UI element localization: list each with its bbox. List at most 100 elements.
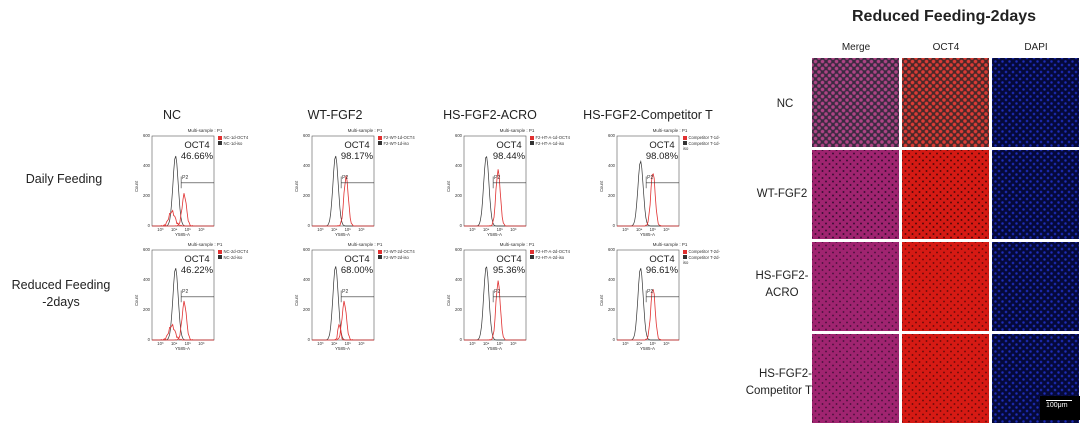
y-tick-label: 600 — [143, 133, 150, 138]
histogram-plot — [616, 135, 680, 227]
channel-header-merge: Merge — [841, 42, 871, 53]
y-tick-label: 200 — [455, 193, 462, 198]
x-tick-label: 10⁶ — [510, 227, 517, 232]
x-axis-label: Y585-A — [335, 346, 351, 351]
x-tick-label: 10⁵ — [344, 227, 351, 232]
gate-label: P2 — [182, 174, 189, 181]
x-tick-label: 10⁶ — [358, 227, 365, 232]
y-tick-label: 0 — [307, 223, 310, 228]
oct4-trace — [464, 169, 526, 227]
y-tick-label: 0 — [147, 223, 150, 228]
gate-label: P2 — [342, 288, 349, 295]
isotype-trace — [617, 160, 679, 227]
marker-label: OCT4 — [344, 140, 370, 151]
y-tick-label: 0 — [307, 337, 310, 342]
x-axis-label: Y585-A — [487, 232, 503, 237]
if-image-oct4 — [902, 242, 989, 331]
histogram-plot — [463, 135, 527, 227]
y-tick-label: 400 — [608, 163, 615, 168]
oct4-trace — [152, 300, 214, 341]
x-tick-label: 10⁶ — [663, 227, 670, 232]
y-tick-label: 600 — [303, 247, 310, 252]
legend-item-oct4: F2-WT-1d-OCT4 — [378, 135, 415, 141]
row-header-reduced-feeding: Reduced Feeding -2days — [11, 278, 111, 309]
oct4-percent-annotation: OCT4 46.22% — [180, 254, 214, 276]
y-tick-label: 600 — [608, 133, 615, 138]
x-axis-label: Y585-A — [175, 346, 191, 351]
panel-title: Multi-sample : P1 — [652, 128, 688, 133]
column-header-nc: NC — [162, 108, 182, 122]
y-tick-label: 200 — [143, 307, 150, 312]
y-tick-label: 200 — [303, 307, 310, 312]
y-tick-label: 600 — [608, 247, 615, 252]
oct4-percent-annotation: OCT4 46.66% — [180, 140, 214, 162]
positive-percent: 95.36% — [492, 265, 526, 276]
legend-item-iso: Competitor T-2d-iso — [683, 254, 720, 265]
x-tick-label: 10⁴ — [635, 341, 643, 346]
oct4-trace — [152, 193, 214, 227]
marker-label: OCT4 — [649, 140, 675, 151]
x-tick-label: 10⁵ — [344, 341, 351, 346]
y-tick-label: 400 — [455, 277, 462, 282]
y-tick-label: 600 — [455, 247, 462, 252]
positive-percent: 98.08% — [645, 151, 679, 162]
y-tick-label: 200 — [608, 193, 615, 198]
legend-item-oct4: NC-2d-OCT4 — [218, 249, 248, 255]
legend-item-iso: F2-HT-A-1d-iso — [530, 141, 570, 147]
if-image-dapi — [992, 242, 1079, 331]
legend: F2-HT-A-1d-OCT4 F2-HT-A-1d-iso — [530, 135, 570, 146]
y-tick-label: 600 — [143, 247, 150, 252]
x-tick-label: 10⁴ — [635, 227, 643, 232]
oct4-trace — [312, 175, 374, 227]
x-tick-label: 10³ — [469, 227, 476, 232]
if-row-label-hs-fgf2-competitor-t: HS-FGF2- Competitor T — [745, 368, 812, 397]
x-tick-label: 10⁵ — [649, 227, 656, 232]
legend-item-iso: F2-HT-A-2d-iso — [530, 255, 570, 261]
marker-label: OCT4 — [344, 254, 370, 265]
panel-title: Multi-sample : P1 — [499, 242, 535, 247]
flow-histogram-panel: Multi-sample : P1 OCT4 98.17% F2-WT-1d-OCT4… — [290, 128, 418, 240]
legend-item-iso: F2-WT-1d-iso — [378, 141, 415, 147]
positive-percent: 98.44% — [492, 151, 526, 162]
y-tick-label: 400 — [455, 163, 462, 168]
x-tick-label: 10⁵ — [184, 341, 191, 346]
oct4-percent-annotation: OCT4 98.17% — [340, 140, 374, 162]
y-tick-label: 0 — [459, 337, 462, 342]
flow-histogram-panel: Multi-sample : P1 OCT4 95.36% F2-HT-A-2d-OC… — [442, 242, 570, 354]
x-tick-label: 10⁴ — [482, 227, 490, 232]
flow-histogram-panel: Multi-sample : P1 OCT4 46.22% NC-2d-OCT4 NC-… — [130, 242, 258, 354]
gate-p2-line — [180, 176, 214, 189]
x-tick-label: 10⁶ — [198, 341, 205, 346]
panel-title: Multi-sample : P1 — [499, 128, 535, 133]
flow-histogram-panel: Multi-sample : P1 OCT4 96.61% Competitor T-… — [595, 242, 723, 354]
if-figure-title: Reduced Feeding-2days — [852, 8, 1037, 25]
column-header-wt-fgf2: WT-FGF2 — [307, 108, 363, 122]
if-row-label-hs-fgf2-acro: HS-FGF2- ACRO — [755, 270, 809, 299]
y-axis-label: Count — [446, 180, 451, 192]
marker-label: OCT4 — [496, 140, 522, 151]
oct4-percent-annotation: OCT4 68.00% — [340, 254, 374, 276]
y-tick-label: 400 — [303, 277, 310, 282]
gate-p2-line — [180, 290, 214, 303]
row-header-daily-feeding: Daily Feeding — [25, 172, 103, 186]
legend-item-oct4: F2-HT-A-1d-OCT4 — [530, 135, 570, 141]
gate-p2-line — [645, 176, 679, 189]
plot-frame — [616, 249, 680, 341]
histogram-plot — [463, 249, 527, 341]
if-row-label-wt-fgf2: WT-FGF2 — [756, 188, 808, 200]
y-tick-label: 200 — [455, 307, 462, 312]
positive-percent: 98.17% — [340, 151, 374, 162]
x-tick-label: 10³ — [469, 341, 476, 346]
isotype-trace — [152, 268, 214, 341]
plot-frame — [616, 135, 680, 227]
y-tick-label: 0 — [459, 223, 462, 228]
x-tick-label: 10³ — [622, 341, 629, 346]
legend: Competitor T-2d- Competitor T-2d-iso — [683, 249, 723, 266]
y-tick-label: 400 — [608, 277, 615, 282]
legend-item-oct4: NC-1d-OCT4 — [218, 135, 248, 141]
y-tick-label: 400 — [143, 163, 150, 168]
isotype-trace — [617, 268, 679, 341]
y-axis-label: Count — [446, 294, 451, 306]
x-tick-label: 10⁵ — [496, 227, 503, 232]
legend-item-iso: NC-2d-iso — [218, 255, 248, 261]
